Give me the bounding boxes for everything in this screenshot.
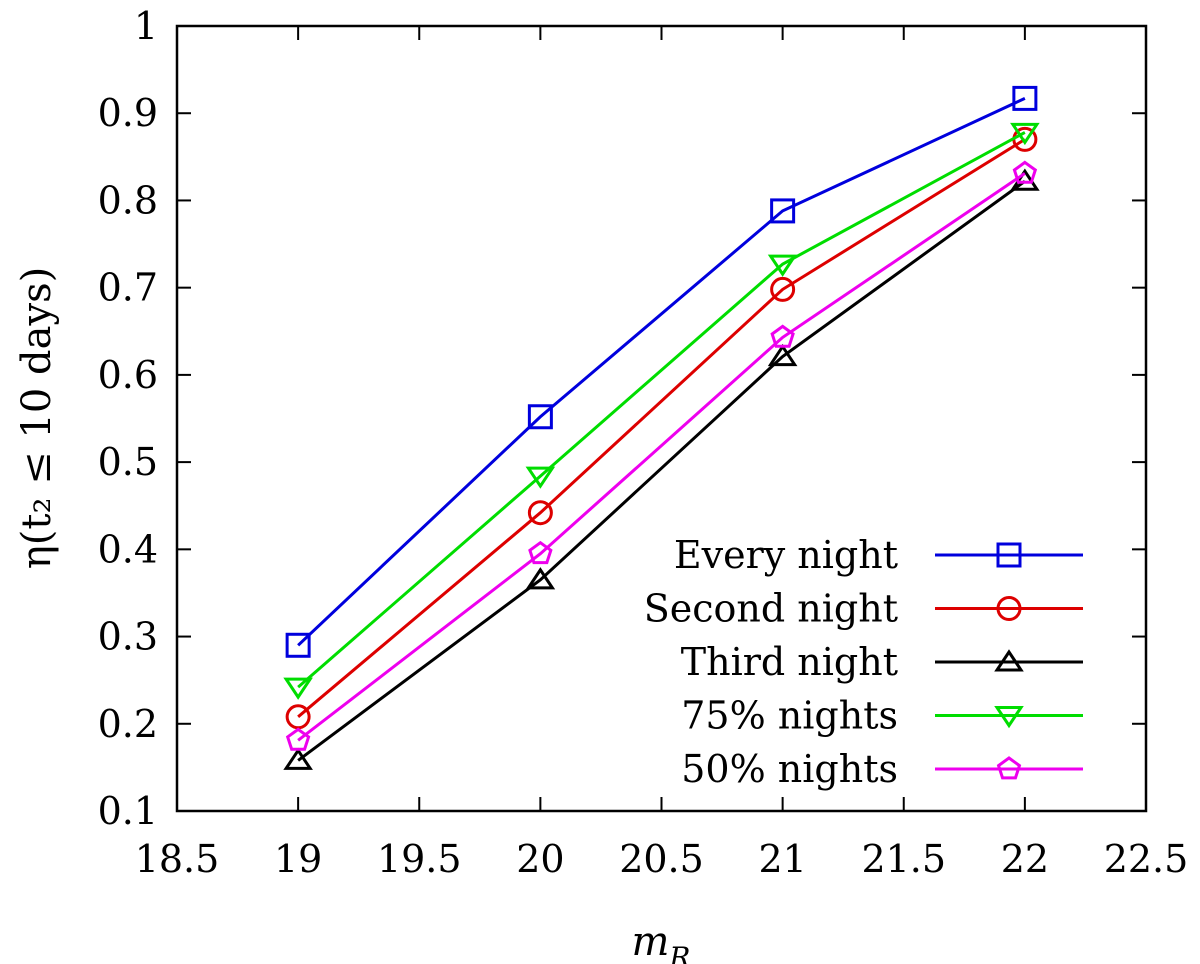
x-tick-label: 20 bbox=[516, 837, 564, 881]
y-tick-label: 0.5 bbox=[98, 440, 158, 484]
x-tick-label: 22.5 bbox=[1104, 837, 1189, 881]
legend-entry: Third night bbox=[681, 640, 1083, 684]
series-every-night bbox=[285, 85, 1038, 658]
legend-marker bbox=[996, 756, 1022, 780]
data-point bbox=[283, 747, 313, 770]
series-line bbox=[297, 138, 1026, 718]
series-second-night bbox=[285, 126, 1038, 730]
data-point bbox=[770, 324, 795, 348]
x-axis-label: mR bbox=[631, 919, 690, 964]
series-50-nights bbox=[285, 160, 1038, 751]
data-point bbox=[525, 567, 556, 590]
y-tick-label: 1 bbox=[134, 4, 158, 48]
legend-entry: 50% nights bbox=[681, 747, 1083, 791]
y-axis-label: η(t₂ ≤ 10 days) bbox=[14, 267, 60, 569]
data-point bbox=[770, 276, 796, 302]
x-tick-label: 21.5 bbox=[861, 837, 946, 881]
x-tick-label: 20.5 bbox=[619, 837, 704, 881]
y-tick-label: 0.4 bbox=[98, 527, 158, 571]
y-tick-label: 0.9 bbox=[98, 91, 158, 135]
legend-marker bbox=[996, 596, 1022, 621]
legend-marker bbox=[994, 706, 1024, 729]
x-tick-label: 22 bbox=[1001, 837, 1049, 881]
y-tick-label: 0.2 bbox=[98, 702, 158, 746]
series-third-night bbox=[283, 168, 1040, 770]
data-point bbox=[1012, 85, 1038, 111]
legend-label: 50% nights bbox=[681, 747, 898, 791]
data-point bbox=[770, 198, 796, 224]
data-point bbox=[767, 254, 798, 277]
data-point bbox=[285, 632, 311, 658]
plot-frame bbox=[175, 24, 1148, 813]
legend-label: Second night bbox=[644, 587, 898, 631]
y-tick-label: 0.1 bbox=[98, 789, 158, 833]
series-layer bbox=[283, 85, 1040, 770]
y-tick-label: 0.6 bbox=[98, 353, 158, 397]
series-line bbox=[297, 172, 1026, 742]
data-point bbox=[285, 727, 311, 751]
y-tick-label: 0.7 bbox=[98, 266, 158, 310]
x-tick-label: 19.5 bbox=[377, 837, 462, 881]
data-point bbox=[1010, 122, 1040, 146]
data-point bbox=[767, 343, 798, 367]
x-tick-label: 21 bbox=[758, 837, 806, 881]
x-tick-label: 19 bbox=[274, 837, 322, 881]
ticks: 18.5 19 19.5 20 20.5 21 21.5 22 22.5 0.1 0.2 0.3 0.4… bbox=[98, 4, 1189, 881]
legend-label: Third night bbox=[681, 640, 898, 684]
legend-entry: Second night bbox=[644, 587, 1083, 631]
legend-marker bbox=[994, 649, 1024, 672]
data-point bbox=[525, 466, 556, 489]
legend-label: Every night bbox=[674, 533, 898, 577]
x-tick-label: 18.5 bbox=[135, 837, 220, 881]
legend-marker bbox=[996, 542, 1022, 568]
legend-entry: 75% nights bbox=[681, 694, 1083, 738]
series-line bbox=[297, 97, 1026, 647]
legend-entry: Every night bbox=[674, 533, 1083, 577]
data-point bbox=[527, 404, 553, 430]
data-point bbox=[527, 500, 553, 526]
legend: Every night Second night Third night 75% ni… bbox=[644, 533, 1083, 791]
series-75-nights bbox=[283, 122, 1040, 700]
series-line bbox=[297, 180, 1026, 762]
legend-label: 75% nights bbox=[681, 694, 898, 738]
data-point bbox=[528, 540, 553, 565]
data-point bbox=[285, 704, 311, 730]
y-tick-label: 0.8 bbox=[98, 178, 158, 222]
series-line bbox=[297, 131, 1026, 689]
data-point bbox=[1012, 160, 1038, 184]
y-tick-label: 0.3 bbox=[98, 615, 158, 659]
data-point bbox=[283, 677, 313, 700]
